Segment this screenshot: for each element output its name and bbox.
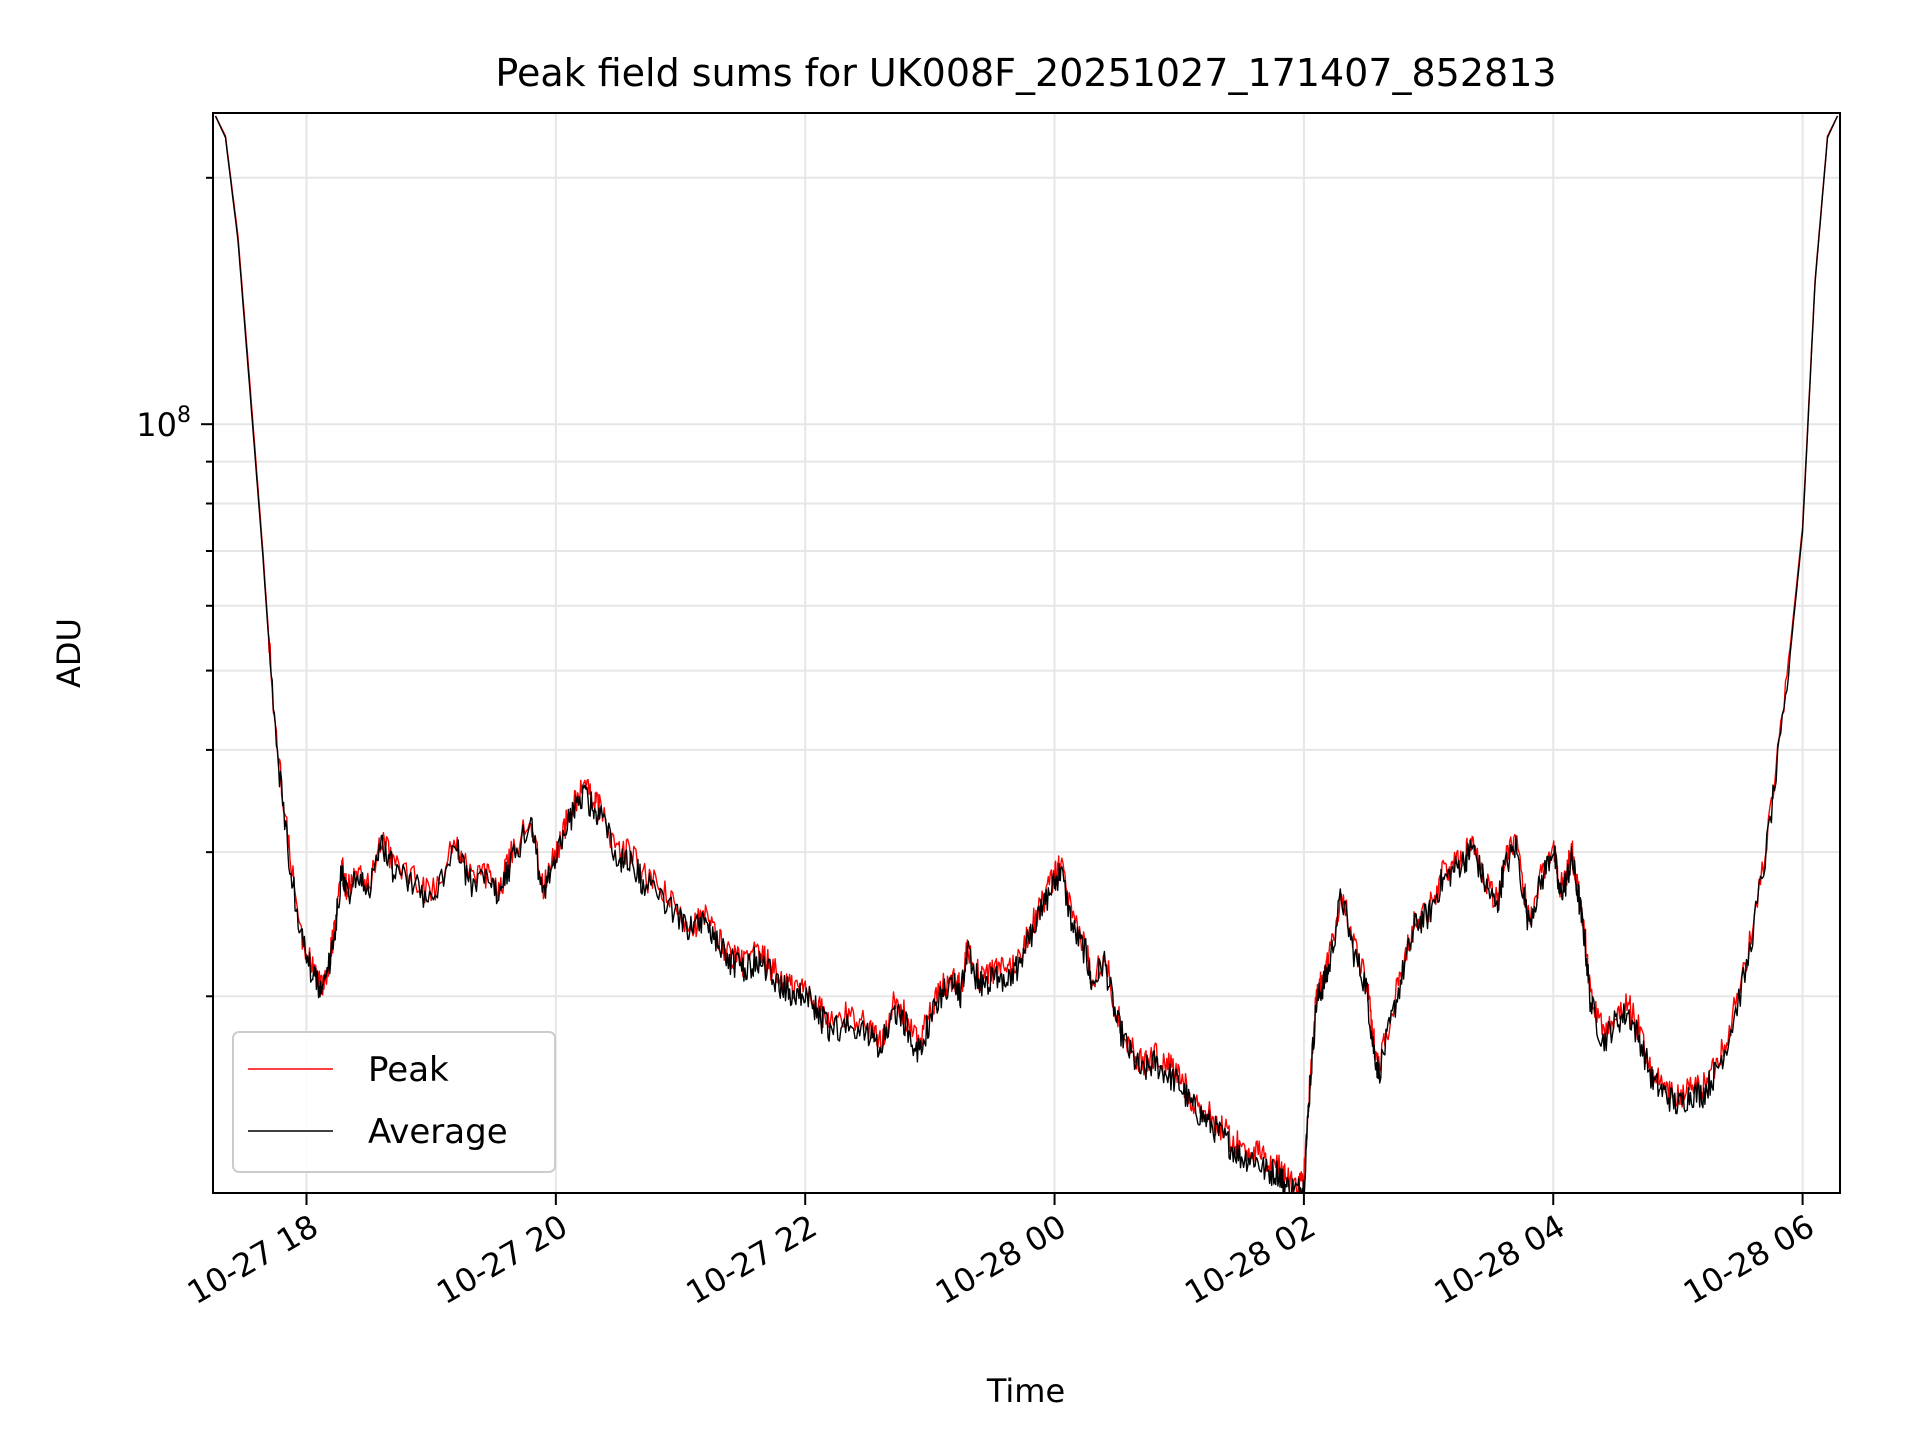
- legend-box: [232, 1031, 556, 1173]
- plot-frame: [212, 112, 1841, 1194]
- series-line-peak: [214, 115, 1839, 1194]
- x-tick-label: 10-28 02: [1178, 1207, 1322, 1312]
- y-tick-label: 108: [136, 403, 191, 444]
- legend: Peak Average: [232, 1031, 556, 1173]
- x-axis-label: Time: [986, 1372, 1065, 1410]
- series-group: [214, 115, 1839, 1194]
- series-line-average: [214, 115, 1839, 1194]
- x-tick-label: 10-28 00: [929, 1207, 1073, 1312]
- x-tick-label: 10-28 06: [1677, 1207, 1821, 1312]
- x-tick-label: 10-28 04: [1428, 1207, 1572, 1312]
- x-tick-label: 10-27 22: [680, 1207, 824, 1312]
- x-tick-label: 10-27 18: [181, 1207, 325, 1312]
- x-tick-label: 10-27 20: [430, 1207, 574, 1312]
- legend-label-peak: Peak: [368, 1050, 449, 1090]
- chart-title: Peak field sums for UK008F_20251027_1714…: [495, 51, 1556, 95]
- legend-label-average: Average: [368, 1112, 508, 1152]
- y-axis-label: ADU: [50, 618, 88, 688]
- grid: [213, 113, 1840, 1193]
